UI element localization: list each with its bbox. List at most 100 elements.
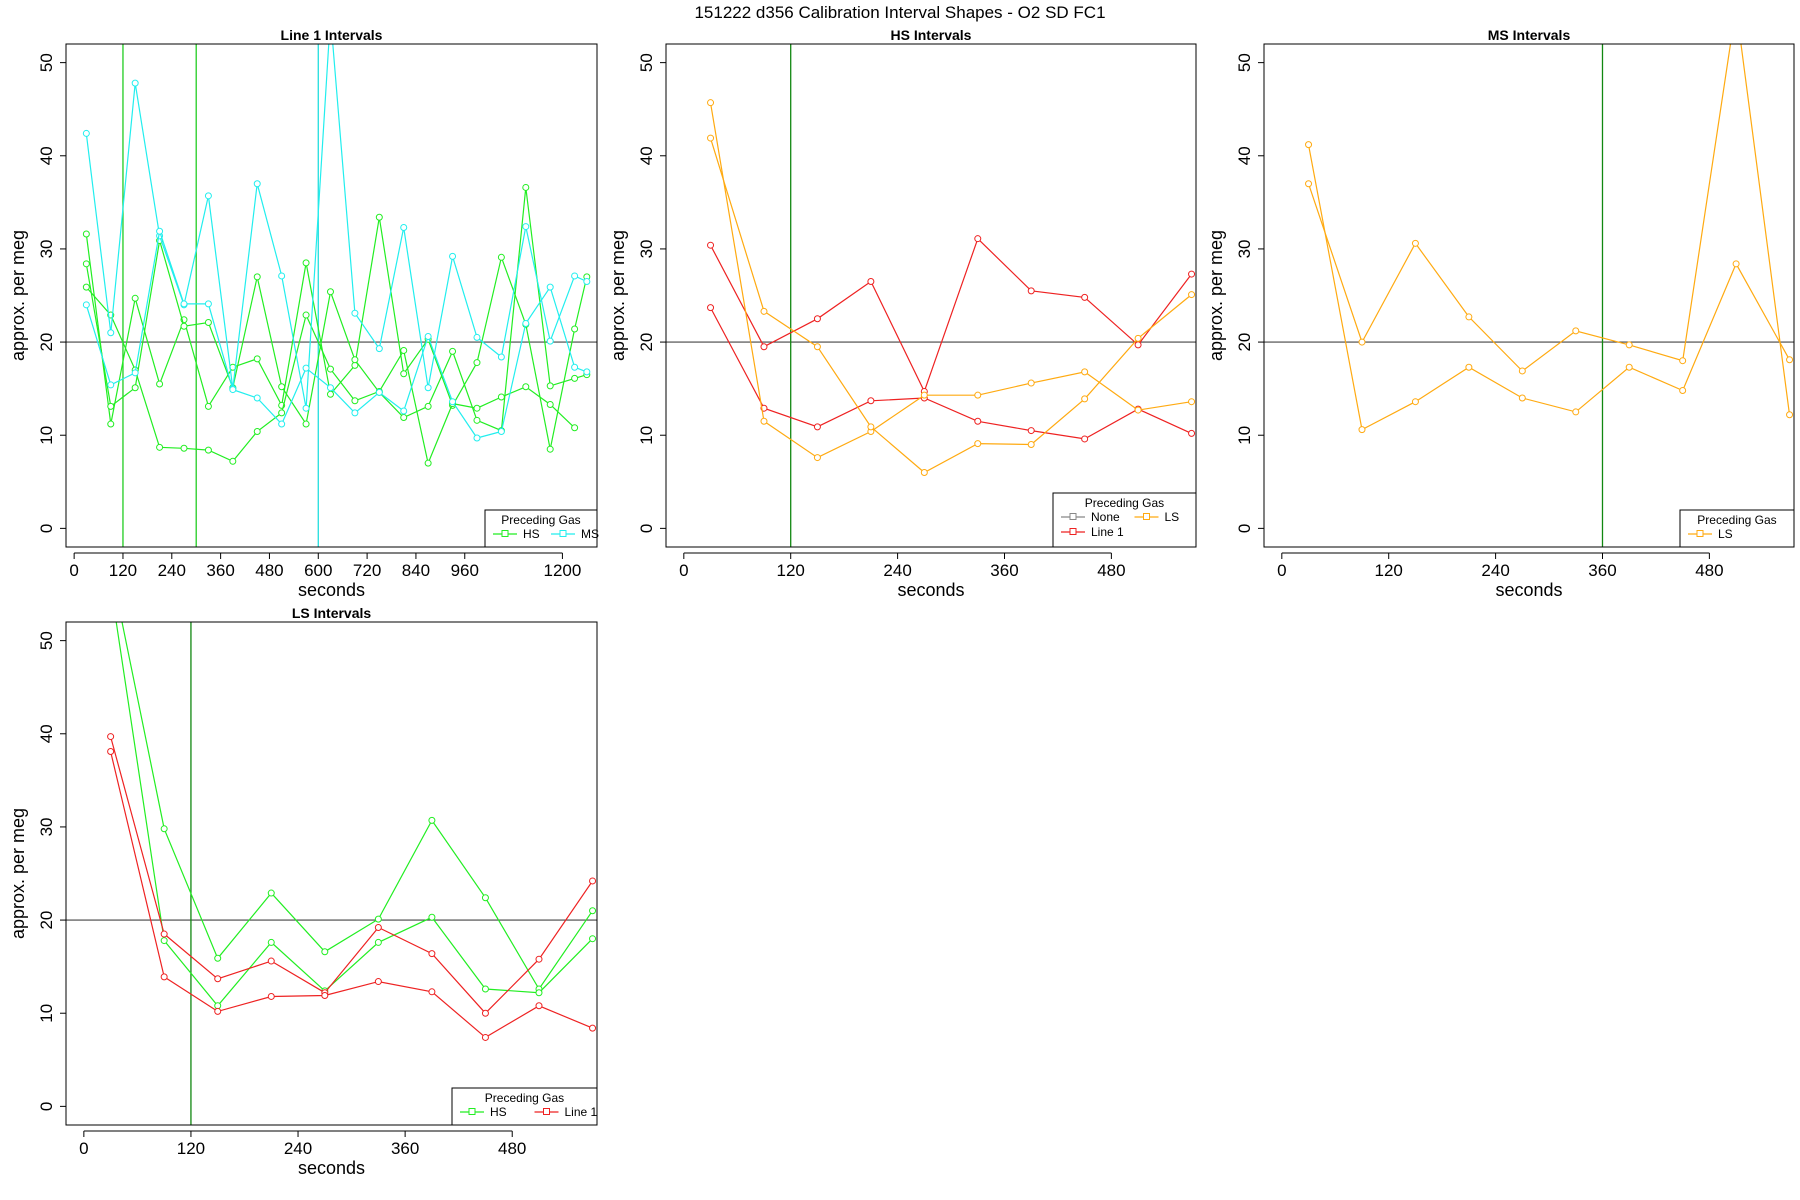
data-point	[1358, 426, 1366, 434]
legend-title: Preceding Gas	[1697, 513, 1776, 527]
data-point	[481, 894, 489, 902]
data-point	[1081, 368, 1089, 376]
x-tick-label: 0	[79, 1139, 88, 1158]
chart-panel-4: LS Intervals 0 120 240 360 480 seconds 0 10 20 30 4…	[8, 582, 598, 1178]
data-point	[481, 1033, 489, 1041]
data-point	[1027, 441, 1035, 449]
data-point	[375, 388, 383, 396]
data-point	[131, 294, 139, 302]
data-point	[267, 992, 275, 1000]
data-point	[374, 938, 382, 946]
data-point	[156, 227, 164, 235]
data-point	[278, 383, 286, 391]
data-point	[302, 311, 310, 319]
legend-box	[451, 1087, 598, 1126]
x-axis-title: seconds	[298, 1158, 365, 1178]
data-point	[497, 253, 505, 261]
legend-marker	[1069, 528, 1077, 535]
y-tick-label: 30	[37, 239, 56, 258]
plot-frame	[65, 621, 598, 1126]
y-tick-label: 0	[37, 524, 56, 533]
data-point	[867, 423, 875, 431]
main-title: 151222 d356 Calibration Interval Shapes …	[694, 3, 1105, 22]
data-point	[107, 381, 115, 389]
data-point	[374, 978, 382, 986]
data-point	[1134, 406, 1142, 414]
data-point	[1134, 341, 1142, 349]
series-line-line-1	[709, 237, 1192, 393]
data-point	[321, 992, 329, 1000]
data-point	[571, 374, 579, 382]
y-tick-label: 0	[37, 1102, 56, 1111]
data-point	[180, 300, 188, 308]
data-point	[497, 353, 505, 361]
x-tick-label: 720	[353, 561, 381, 580]
x-axis-title: seconds	[897, 580, 964, 600]
x-tick-label: 480	[498, 1139, 526, 1158]
data-point	[156, 380, 164, 388]
y-tick-label: 20	[1235, 333, 1254, 352]
data-point	[813, 454, 821, 462]
data-point	[278, 420, 286, 428]
data-point	[180, 444, 188, 452]
legend-title: Preceding Gas	[501, 513, 580, 527]
series-line-ls	[709, 137, 1192, 474]
data-point	[400, 414, 408, 422]
data-point	[1188, 291, 1196, 299]
legend-marker	[543, 1108, 550, 1115]
data-point	[253, 273, 261, 281]
panels: Line 1 Intervals 0 120 240 360 480 600 720 840 96…	[8, 4, 1795, 1178]
data-point	[1679, 387, 1687, 395]
y-tick-label: 40	[37, 724, 56, 743]
data-point	[974, 417, 982, 425]
chart-panel-3: MS Intervals 0 120 240 360 480 seconds 0 10 20 30 4…	[1206, 4, 1795, 600]
x-tick-label: 240	[883, 561, 911, 580]
data-point	[481, 1009, 489, 1017]
series-line-ms	[85, 231, 588, 439]
x-tick-label: 120	[109, 561, 137, 580]
data-point	[974, 440, 982, 448]
series-line-line-1	[110, 736, 593, 1015]
data-point	[497, 427, 505, 435]
legend-marker	[559, 530, 567, 537]
data-point	[589, 907, 597, 915]
data-point	[867, 278, 875, 286]
legend-item-label: Line 1	[565, 1105, 598, 1119]
data-point	[813, 423, 821, 431]
data-point	[867, 397, 875, 405]
data-point	[326, 365, 334, 373]
data-point	[156, 443, 164, 451]
data-point	[589, 1024, 597, 1032]
data-point	[428, 950, 436, 958]
series-line-ls	[1307, 44, 1791, 415]
data-point	[546, 283, 554, 291]
y-tick-label: 50	[637, 53, 656, 72]
data-point	[1465, 313, 1473, 321]
data-point	[497, 393, 505, 401]
data-point	[82, 283, 90, 291]
data-point	[327, 13, 333, 19]
plot-frame	[65, 43, 598, 548]
x-tick-label: 240	[158, 561, 186, 580]
data-point	[546, 445, 554, 453]
data-point	[1733, 4, 1739, 10]
data-point	[1625, 341, 1633, 349]
data-point	[428, 816, 436, 824]
plot-area	[1264, 4, 1794, 547]
data-point	[535, 1002, 543, 1010]
data-point	[546, 382, 554, 390]
data-point	[589, 877, 597, 885]
data-point	[473, 333, 481, 341]
y-tick-label: 20	[637, 333, 656, 352]
data-point	[321, 948, 329, 956]
data-point	[267, 938, 275, 946]
data-point	[108, 582, 114, 588]
plot-area	[66, 582, 597, 1125]
x-tick-label: 480	[1695, 561, 1723, 580]
legend-box	[484, 509, 598, 548]
data-point	[1786, 411, 1794, 419]
y-axis-title: approx. per meg	[8, 808, 28, 939]
panel-title: Line 1 Intervals	[281, 27, 383, 43]
data-point	[107, 747, 115, 755]
data-point	[302, 420, 310, 428]
